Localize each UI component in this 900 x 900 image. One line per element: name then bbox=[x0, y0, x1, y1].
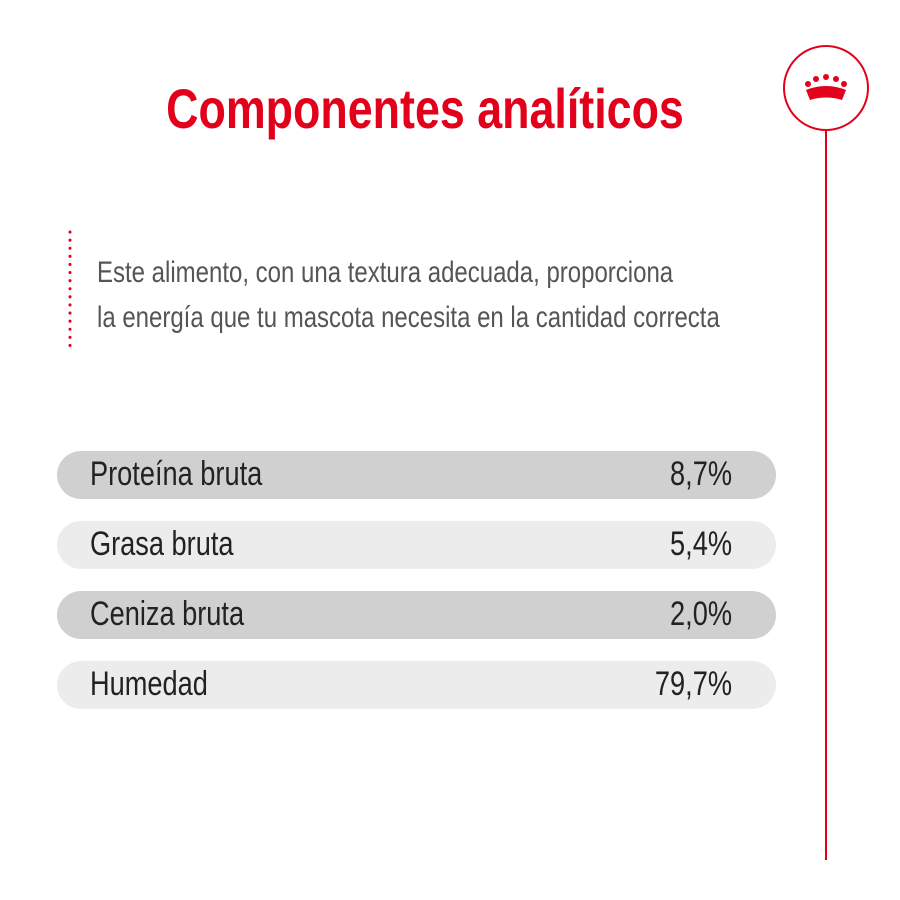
title: Componentes analíticos bbox=[166, 77, 684, 140]
row-background bbox=[57, 521, 776, 569]
row-value: 79,7% bbox=[655, 664, 732, 703]
description-line: la energía que tu mascota necesita en la… bbox=[97, 299, 721, 333]
row-background bbox=[57, 451, 776, 499]
logo bbox=[783, 45, 869, 860]
description-line: Este alimento, con una textura adecuada,… bbox=[97, 254, 674, 288]
row-value: 8,7% bbox=[670, 454, 732, 493]
row-label: Grasa bruta bbox=[90, 524, 234, 563]
row-background bbox=[57, 661, 776, 709]
row-label: Humedad bbox=[90, 664, 208, 703]
row-value: 2,0% bbox=[670, 594, 732, 633]
row-value: 5,4% bbox=[670, 524, 732, 563]
row-label: Proteína bruta bbox=[90, 454, 263, 493]
row-background bbox=[57, 591, 776, 639]
row-label: Ceniza bruta bbox=[90, 594, 245, 633]
